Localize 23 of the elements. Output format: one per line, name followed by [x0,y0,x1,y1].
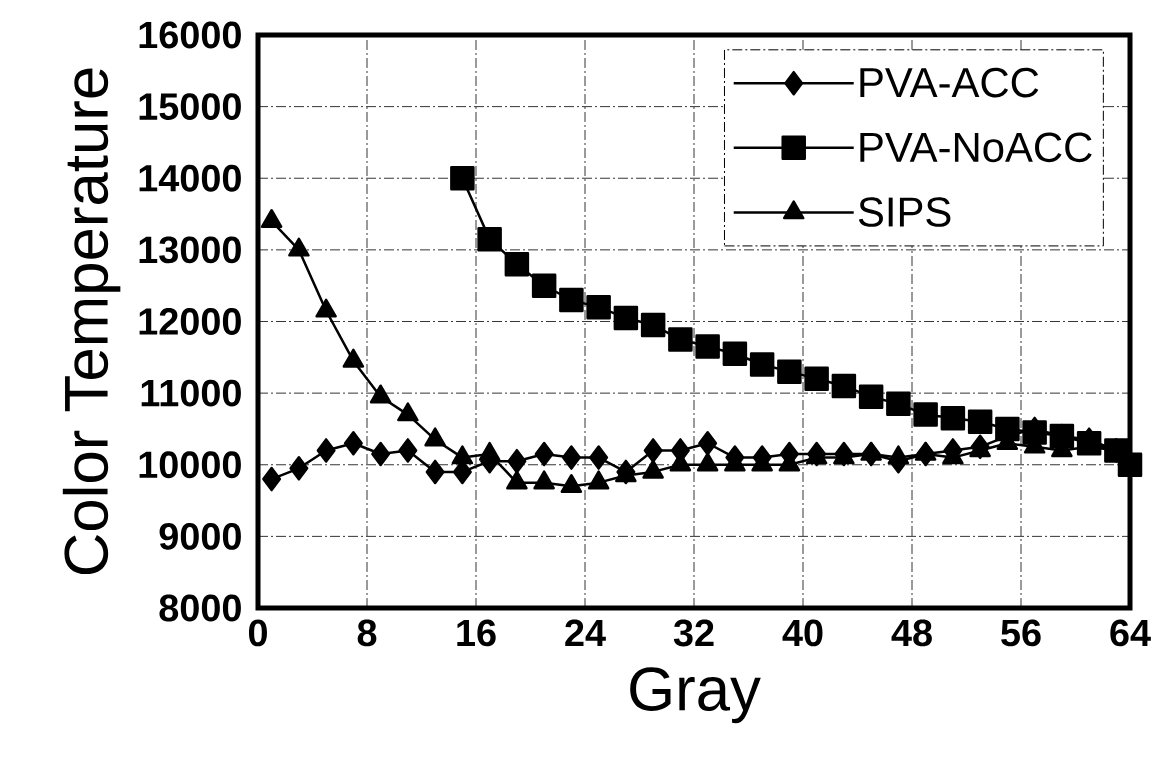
legend-label: PVA-NoACC [860,132,1092,163]
x-tick-label: 56 [1001,619,1041,647]
y-tick-label: 11000 [141,379,241,407]
legend-label: PVA-ACC [860,67,1039,98]
x-tick-label: 64 [1110,619,1151,647]
y-tick-label: 9000 [159,522,241,550]
y-tick-label: 10000 [139,451,241,479]
y-axis-title: Color Temperature [62,68,121,575]
y-tick-label: 15000 [139,93,241,121]
x-tick-label: 40 [782,619,823,647]
y-tick-label: 12000 [139,308,241,335]
y-tick-label: 16000 [139,21,241,49]
x-axis-title: Gray [630,667,761,724]
x-tick-label: 8 [357,619,377,647]
x-tick-label: 24 [565,619,606,646]
x-tick-label: 0 [248,619,267,647]
x-tick-label: 48 [891,619,932,647]
x-tick-label: 32 [673,619,714,647]
y-tick-label: 14000 [139,164,241,192]
x-tick-label: 16 [457,619,496,647]
y-tick-label: 8000 [159,594,241,622]
y-tick-label: 13000 [139,236,241,264]
legend-label: SIPS [858,197,951,227]
